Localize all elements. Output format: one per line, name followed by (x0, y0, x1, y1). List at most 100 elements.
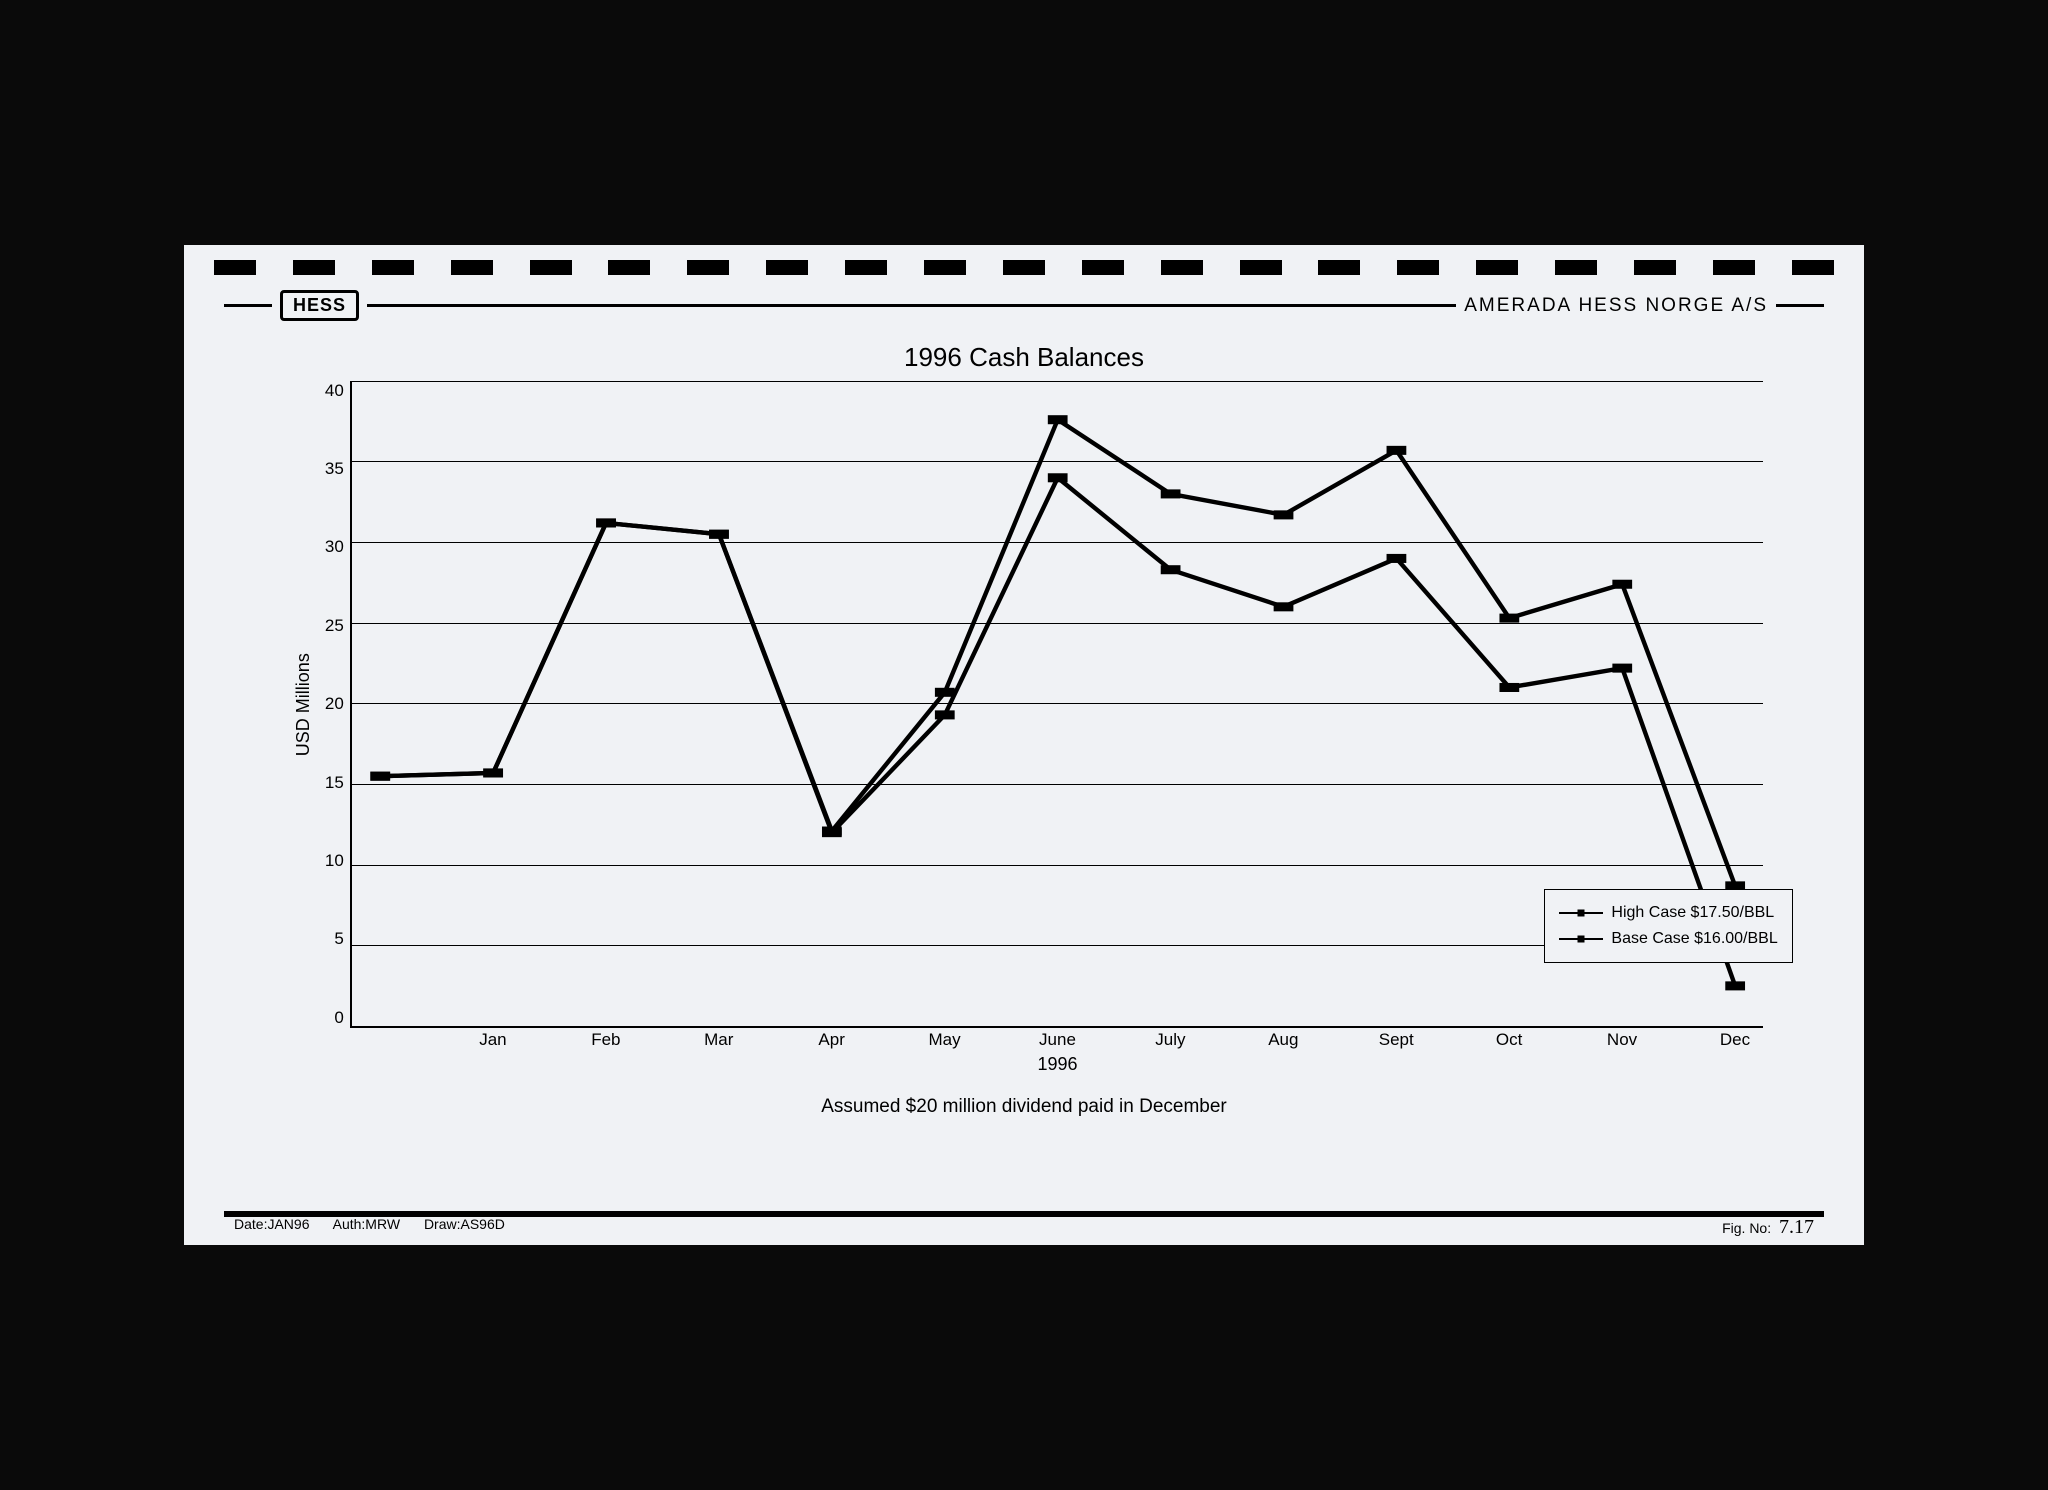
series-marker (935, 710, 955, 719)
series-marker (1725, 981, 1745, 990)
binding-hole (1318, 260, 1360, 275)
y-axis-label: USD Millions (285, 381, 314, 1028)
header-rule-right-stub (1776, 304, 1824, 307)
binding-hole (1003, 260, 1045, 275)
x-axis-year: 1996 (1037, 1054, 1077, 1075)
y-tick-label: 30 (325, 537, 344, 557)
binding-hole (1397, 260, 1439, 275)
header-line: HESS AMERADA HESS NORGE A/S (224, 290, 1824, 322)
binding-hole (530, 260, 572, 275)
grid-line (352, 784, 1763, 785)
binding-hole (924, 260, 966, 275)
footer-auth: Auth:MRW (333, 1216, 400, 1232)
company-name: AMERADA HESS NORGE A/S (1464, 295, 1768, 317)
document-page: HESS AMERADA HESS NORGE A/S 1996 Cash Ba… (184, 245, 1864, 1246)
header-rule-left-stub (224, 304, 272, 307)
grid-line (352, 542, 1763, 543)
y-tick-label: 35 (325, 459, 344, 479)
x-tick-label: Aug (1268, 1030, 1298, 1050)
y-tick-label: 10 (325, 851, 344, 871)
series-marker (1499, 683, 1519, 692)
series-marker (1048, 415, 1068, 424)
x-tick-label: Oct (1496, 1030, 1522, 1050)
binding-hole (1792, 260, 1834, 275)
series-marker (1386, 554, 1406, 563)
legend-item: Base Case $16.00/BBL (1559, 926, 1777, 952)
grid-line (352, 381, 1763, 382)
series-marker (1612, 663, 1632, 672)
series-marker (1161, 565, 1181, 574)
fig-no-label: Fig. No: (1722, 1220, 1771, 1236)
binding-hole (1713, 260, 1755, 275)
x-tick-label: Dec (1720, 1030, 1750, 1050)
series-marker (1048, 473, 1068, 482)
x-tick-label: Nov (1607, 1030, 1637, 1050)
y-tick-label: 5 (334, 929, 343, 949)
footer-left: Date:JAN96 Auth:MRW Draw:AS96D (234, 1216, 525, 1239)
chart-area: 1996 Cash Balances USD Millions 40 35 30 25… (285, 342, 1763, 1099)
y-tick-label: 0 (334, 1008, 343, 1028)
x-tick-label: Jan (479, 1030, 506, 1050)
binding-hole (1476, 260, 1518, 275)
y-tick-label: 25 (325, 616, 344, 636)
y-tick-label: 40 (325, 381, 344, 401)
grid-line (352, 623, 1763, 624)
binding-hole (1555, 260, 1597, 275)
y-tick-label: 15 (325, 773, 344, 793)
series-marker (822, 828, 842, 837)
x-tick-label: Sept (1379, 1030, 1414, 1050)
series-marker (1386, 445, 1406, 454)
binding-hole (372, 260, 414, 275)
grid-line (352, 461, 1763, 462)
series-marker (1612, 579, 1632, 588)
legend-label: High Case $17.50/BBL (1611, 904, 1774, 922)
binding-hole (608, 260, 650, 275)
legend-swatch-icon (1559, 938, 1603, 940)
series-marker (1161, 489, 1181, 498)
chart-subtitle: Assumed $20 million dividend paid in Dec… (285, 1096, 1763, 1118)
binding-hole (766, 260, 808, 275)
footer-text: Date:JAN96 Auth:MRW Draw:AS96D Fig. No: … (234, 1216, 1814, 1239)
series-marker (1273, 602, 1293, 611)
legend-label: Base Case $16.00/BBL (1611, 930, 1777, 948)
binding-hole (1634, 260, 1676, 275)
binding-hole (1082, 260, 1124, 275)
series-marker (483, 768, 503, 777)
y-axis-ticks: 40 35 30 25 20 15 10 5 0 (314, 381, 350, 1028)
binding-hole (451, 260, 493, 275)
binding-hole (214, 260, 256, 275)
y-tick-label: 20 (325, 694, 344, 714)
x-tick-label: Apr (818, 1030, 844, 1050)
chart-container: USD Millions 4035302520151050 JanFebMarA… (285, 381, 1763, 1028)
x-tick-label: Feb (591, 1030, 620, 1050)
x-tick-label: May (929, 1030, 961, 1050)
x-tick-label: June (1039, 1030, 1076, 1050)
binding-hole (1161, 260, 1203, 275)
binding-hole (845, 260, 887, 275)
binding-hole (293, 260, 335, 275)
legend-swatch-icon (1559, 912, 1603, 914)
legend-item: High Case $17.50/BBL (1559, 900, 1777, 926)
fig-no-value: 7.17 (1779, 1216, 1814, 1238)
footer-draw: Draw:AS96D (424, 1216, 505, 1232)
series-marker (1499, 613, 1519, 622)
footer-date: Date:JAN96 (234, 1216, 309, 1232)
binding-hole (1240, 260, 1282, 275)
x-tick-label: July (1155, 1030, 1185, 1050)
footer-right: Fig. No: 7.17 (1722, 1216, 1814, 1239)
x-tick-label: Mar (704, 1030, 733, 1050)
binding-holes (184, 260, 1864, 275)
series-line (380, 419, 1735, 885)
series-marker (1273, 510, 1293, 519)
series-marker (709, 529, 729, 538)
grid-line (352, 865, 1763, 866)
grid-line (352, 703, 1763, 704)
binding-hole (687, 260, 729, 275)
legend: High Case $17.50/BBL Base Case $16.00/BB… (1544, 889, 1792, 963)
header-rule (367, 304, 1456, 307)
series-marker (370, 771, 390, 780)
series-marker (596, 518, 616, 527)
series-line (380, 477, 1735, 985)
hess-logo: HESS (280, 290, 359, 321)
chart-title: 1996 Cash Balances (285, 342, 1763, 373)
